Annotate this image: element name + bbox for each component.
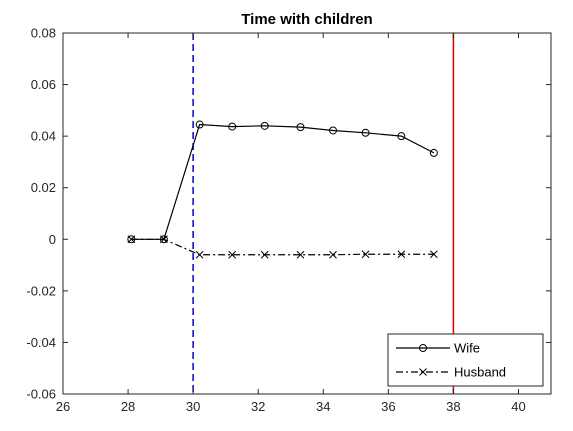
plot-area-frame — [62, 32, 552, 395]
data-point-wife — [429, 148, 438, 157]
data-point-husband — [260, 250, 269, 259]
data-point-wife — [397, 132, 406, 141]
y-tick-label: -0.06 — [26, 387, 56, 402]
x-tick-label: 36 — [381, 399, 395, 414]
series-line-wife — [131, 123, 435, 240]
x-axis: 26 28 30 32 34 36 38 40 — [56, 33, 526, 414]
x-marker-stroke — [296, 250, 305, 259]
data-point-wife — [159, 235, 168, 244]
y-tick-label: -0.04 — [26, 335, 56, 350]
series-husband — [127, 235, 438, 259]
data-point-wife — [228, 122, 237, 131]
legend: Wife Husband — [387, 333, 544, 387]
y-tick-label: 0.08 — [31, 26, 56, 41]
x-marker-stroke — [127, 235, 136, 244]
y-tick-label: -0.02 — [26, 283, 56, 298]
legend-label-husband: Husband — [454, 365, 506, 380]
x-marker-stroke — [329, 250, 337, 259]
legend-box — [387, 333, 544, 387]
data-point-husband — [127, 235, 136, 244]
data-point-husband — [430, 250, 438, 259]
x-marker-stroke — [159, 235, 168, 244]
y-tick-label: 0 — [49, 232, 56, 247]
x-tick-label: 30 — [186, 399, 200, 414]
x-marker-stroke — [260, 250, 269, 259]
x-marker-stroke — [361, 250, 370, 259]
x-tick-label: 32 — [251, 399, 265, 414]
x-marker-stroke — [430, 250, 438, 259]
data-point-wife — [361, 128, 370, 137]
x-marker-stroke — [195, 250, 204, 259]
chart-title: Time with children — [241, 11, 372, 28]
data-point-wife — [329, 126, 338, 135]
series-wife — [127, 120, 438, 244]
x-marker-stroke — [397, 250, 406, 259]
data-point-husband — [159, 235, 168, 244]
data-point-wife — [296, 123, 305, 132]
data-point-husband — [296, 250, 305, 259]
x-marker-stroke — [228, 250, 237, 259]
data-point-husband — [329, 250, 337, 259]
legend-item-husband: Husband — [396, 365, 506, 380]
series-line-husband — [131, 238, 434, 256]
legend-marker-husband — [419, 368, 427, 376]
x-tick-label: 28 — [121, 399, 135, 414]
x-marker-stroke — [419, 368, 427, 376]
legend-label-wife: Wife — [454, 341, 480, 356]
x-tick-label: 40 — [511, 399, 525, 414]
data-point-wife — [195, 120, 204, 129]
data-point-husband — [397, 250, 406, 259]
data-point-husband — [228, 250, 237, 259]
legend-marker-wife — [419, 344, 427, 352]
series-layer — [127, 120, 438, 259]
y-axis: -0.06 -0.04 -0.02 0 0.02 0.04 0.06 0.08 — [26, 26, 551, 402]
data-point-husband — [361, 250, 370, 259]
data-point-wife — [260, 121, 269, 130]
data-point-husband — [195, 250, 204, 259]
x-tick-label: 26 — [56, 399, 70, 414]
y-tick-label: 0.02 — [31, 180, 56, 195]
y-tick-label: 0.06 — [31, 77, 56, 92]
legend-item-wife: Wife — [396, 341, 480, 356]
y-tick-label: 0.04 — [31, 129, 56, 144]
x-tick-label: 34 — [316, 399, 330, 414]
x-tick-label: 38 — [446, 399, 460, 414]
